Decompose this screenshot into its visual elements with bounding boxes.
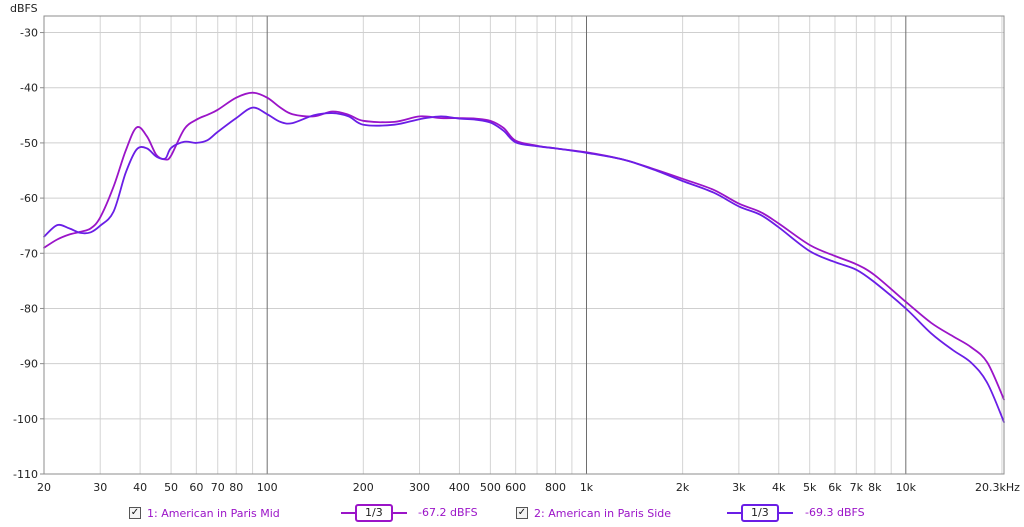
series-2-checkbox[interactable]: ✓ [516,507,528,519]
x-tick-label: 60 [189,481,203,494]
y-tick-label: -100 [13,413,38,426]
series-2-name: 2: American in Paris Side [534,506,672,520]
minor-gridlines [43,16,1004,475]
y-tick-label: -80 [20,302,38,315]
x-tick-label: 40 [133,481,147,494]
y-tick-label: -70 [20,247,38,260]
series-2-smoothing-control[interactable]: 1/3 [727,504,793,522]
series-1-smoothing-control[interactable]: 1/3 [341,504,407,522]
x-tick-labels: 20 30 40 50 60 70 80 100 200 300 400 500 600 800 1k 2k 3… [37,481,917,494]
legend-item-side[interactable]: ✓ 2: American in Paris Side [516,504,671,522]
series-1-line-swatch-left [341,512,355,514]
series-2-line-swatch-left [727,512,741,514]
x-tick-label: 4k [772,481,786,494]
y-tick-label: -90 [20,358,38,371]
y-tick-label: -50 [20,137,38,150]
y-unit-label: dBFS [10,2,38,15]
x-tick-label: 600 [505,481,526,494]
series-line-2 [43,106,1005,423]
x-tick-label: 500 [480,481,501,494]
series-2-line-swatch-right [778,512,793,514]
x-tick-label: 50 [164,481,178,494]
x-tick-label: 8k [868,481,882,494]
y-tick-label: -60 [20,192,38,205]
legend-item-mid[interactable]: ✓ 1: American in Paris Mid [129,504,280,522]
x-tick-label: 30 [93,481,107,494]
y-tick-labels: -30 -40 -50 -60 -70 -80 -90 -100 -110 [13,27,44,481]
x-tick-label: 20 [37,481,51,494]
x-tick-label: 3k [732,481,746,494]
x-end-label: 20.3kHz [975,481,1020,494]
plot-frame [43,15,1005,475]
y-tick-label: -40 [20,82,38,95]
x-tick-label: 400 [449,481,470,494]
series-2-smoothing-button[interactable]: 1/3 [741,504,779,522]
series-1-name: 1: American in Paris Mid [147,506,280,520]
series-layer [43,91,1005,423]
series-2-level: -69.3 dBFS [805,506,865,519]
major-gridlines [266,16,907,474]
x-tick-label: 200 [353,481,374,494]
legend: ✓ 1: American in Paris Mid 1/3 -67.2 dBF… [0,504,1024,524]
x-tick-label: 5k [803,481,817,494]
series-1-smoothing-button[interactable]: 1/3 [355,504,393,522]
x-tick-label: 800 [545,481,566,494]
x-tick-label: 6k [828,481,842,494]
series-1-line-swatch-right [392,512,407,514]
x-tick-label: 2k [676,481,690,494]
x-tick-label: 10k [896,481,917,494]
x-tick-label: 7k [850,481,864,494]
x-tick-label: 100 [257,481,278,494]
x-tick-label: 70 [211,481,225,494]
x-tick-label: 80 [229,481,243,494]
series-1-checkbox[interactable]: ✓ [129,507,141,519]
y-tick-label: -30 [20,27,38,40]
series-line-1 [43,91,1005,401]
y-tick-label: -110 [13,468,38,481]
plot-background [44,16,1004,474]
x-tick-label: 1k [580,481,594,494]
series-1-level: -67.2 dBFS [418,506,478,519]
x-tick-label: 300 [409,481,430,494]
